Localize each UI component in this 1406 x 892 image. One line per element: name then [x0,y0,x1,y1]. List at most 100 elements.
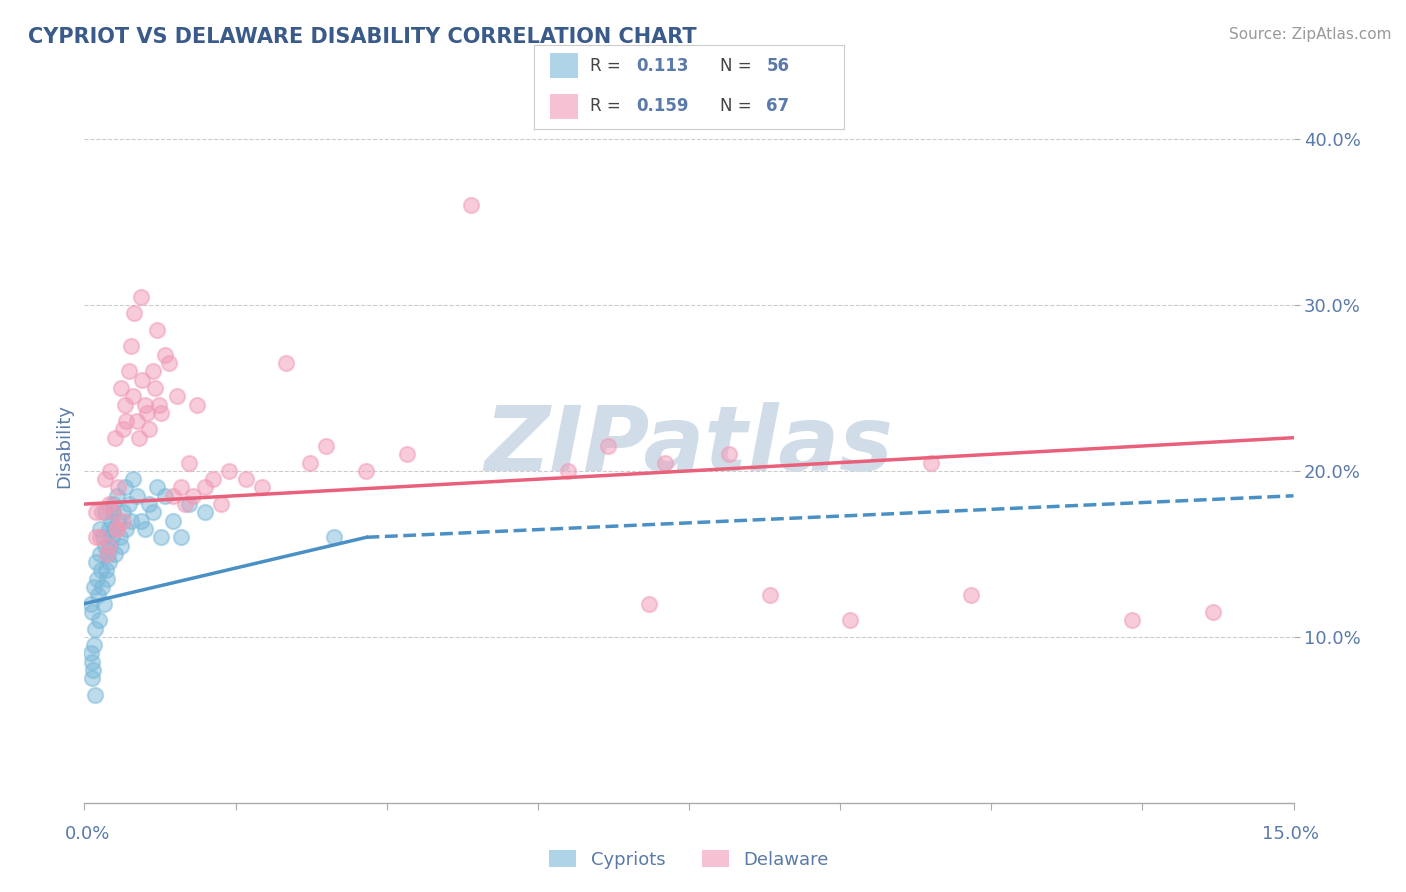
Point [557,464,579,478]
Point [170,530,193,544]
Point [136,406,159,420]
Point [146,481,169,495]
Point [91,505,114,519]
Point [118,497,141,511]
Point [758,588,780,602]
Point [149,406,172,420]
Point [80,597,103,611]
Point [87,588,110,602]
Point [100,530,122,544]
Point [654,456,676,470]
Point [114,481,136,495]
Point [1121,613,1143,627]
Point [98,555,121,569]
Point [194,505,217,519]
Point [315,439,337,453]
Point [97,497,120,511]
Point [90,564,112,578]
Point [125,414,148,428]
Point [110,381,132,395]
Point [131,373,153,387]
Text: N =: N = [720,57,756,75]
Point [839,613,862,627]
Point [157,356,180,370]
Point [105,489,128,503]
Legend: Cypriots, Delaware: Cypriots, Delaware [543,843,835,876]
Point [460,198,482,212]
Point [98,464,121,478]
Point [209,497,232,511]
Bar [550,94,578,120]
Point [323,530,346,544]
Point [960,588,983,602]
Point [107,481,129,495]
Point [149,530,172,544]
Point [86,555,108,569]
Point [96,572,118,586]
Point [83,688,105,702]
Point [120,514,142,528]
Text: 0.159: 0.159 [637,97,689,115]
Text: R =: R = [591,57,626,75]
Point [83,580,105,594]
Text: 15.0%: 15.0% [1263,825,1319,843]
Y-axis label: Disability: Disability [55,404,73,488]
Point [94,539,117,553]
Point [170,481,193,495]
Point [120,339,142,353]
Point [142,364,165,378]
Point [115,414,138,428]
Point [97,539,120,553]
Text: CYPRIOT VS DELAWARE DISABILITY CORRELATION CHART: CYPRIOT VS DELAWARE DISABILITY CORRELATI… [28,27,697,46]
Point [101,505,124,519]
Point [104,547,127,561]
Point [114,397,136,411]
Point [104,431,127,445]
Point [82,663,104,677]
Point [138,497,160,511]
Text: Source: ZipAtlas.com: Source: ZipAtlas.com [1229,27,1392,42]
Point [107,514,129,528]
Point [112,505,135,519]
Point [134,522,156,536]
Point [598,439,620,453]
Point [83,638,105,652]
Text: R =: R = [591,97,626,115]
Point [86,530,108,544]
Point [97,547,120,561]
Text: 56: 56 [766,57,789,75]
Point [718,447,741,461]
Point [637,597,659,611]
Point [153,489,176,503]
Point [138,422,160,436]
Text: 67: 67 [766,97,789,115]
Point [235,472,257,486]
Point [86,572,108,586]
Point [146,323,169,337]
Point [179,497,201,511]
Point [103,505,125,519]
Point [128,431,150,445]
Point [87,613,110,627]
Point [83,622,105,636]
Point [194,481,217,495]
Point [143,381,166,395]
Point [112,514,135,528]
Point [89,522,111,536]
Point [80,647,103,661]
Point [166,389,188,403]
Point [115,522,138,536]
Point [125,489,148,503]
Point [96,547,118,561]
Point [112,422,135,436]
Point [100,514,122,528]
Point [356,464,378,478]
Point [98,539,121,553]
Point [82,671,104,685]
Point [920,456,942,470]
Point [153,348,176,362]
Point [89,547,111,561]
Point [86,505,108,519]
Point [162,514,184,528]
Point [121,472,143,486]
